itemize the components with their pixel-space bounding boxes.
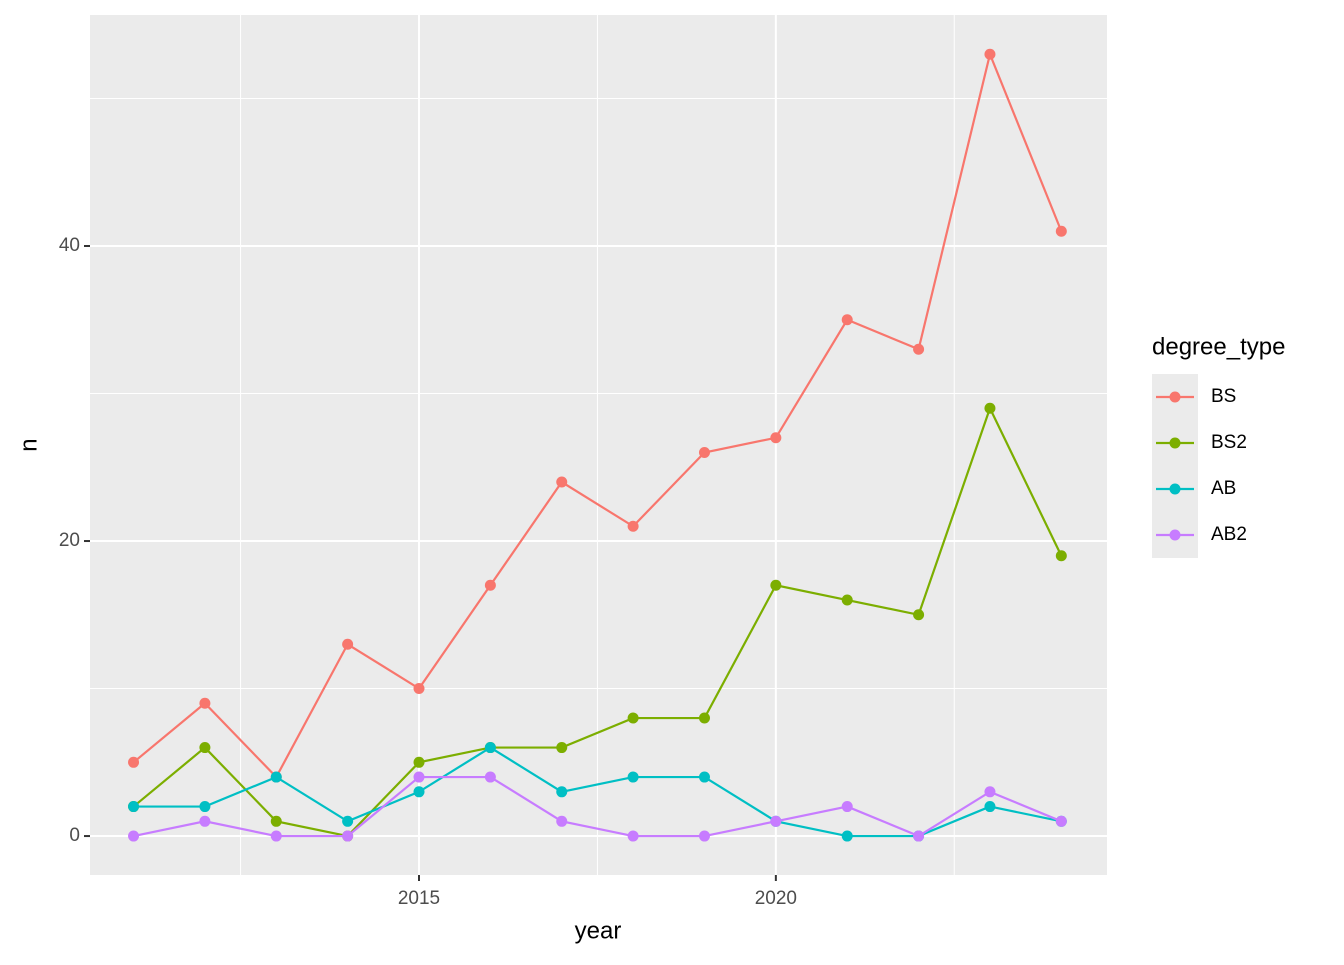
data-point xyxy=(484,742,496,754)
x-tick-label: 2020 xyxy=(755,888,797,909)
data-point xyxy=(913,830,925,842)
data-point xyxy=(627,712,639,724)
data-point xyxy=(627,830,639,842)
y-tick-label: 0 xyxy=(69,825,80,846)
data-point xyxy=(841,830,853,842)
data-point xyxy=(342,815,354,827)
data-point xyxy=(698,830,710,842)
series-line xyxy=(133,746,1062,838)
data-point xyxy=(199,815,211,827)
data-point xyxy=(556,476,568,488)
data-point xyxy=(841,801,853,813)
legend-label: BS2 xyxy=(1211,432,1247,453)
data-point xyxy=(413,756,425,768)
data-point xyxy=(841,594,853,606)
data-point xyxy=(342,638,354,650)
data-point xyxy=(698,447,710,459)
data-point xyxy=(556,786,568,798)
data-point xyxy=(342,830,354,842)
y-axis-title: n xyxy=(15,438,42,451)
x-tick-label: 2015 xyxy=(398,888,440,909)
legend-point xyxy=(1169,437,1181,449)
data-point xyxy=(413,771,425,783)
data-point xyxy=(841,314,853,326)
data-point xyxy=(128,756,140,768)
data-point xyxy=(770,432,782,444)
data-point xyxy=(556,815,568,827)
data-point xyxy=(484,579,496,591)
legend-point xyxy=(1169,529,1181,541)
data-point xyxy=(270,830,282,842)
legend-label: BS xyxy=(1211,386,1236,407)
data-point xyxy=(270,771,282,783)
data-point xyxy=(1055,550,1067,562)
legend-label: AB xyxy=(1211,478,1236,499)
data-point xyxy=(984,48,996,60)
data-point xyxy=(984,786,996,798)
legend-label: AB2 xyxy=(1211,524,1247,545)
data-point xyxy=(270,815,282,827)
legend-title: degree_type xyxy=(1152,333,1285,360)
data-point xyxy=(199,697,211,709)
data-point xyxy=(627,520,639,532)
data-point xyxy=(199,742,211,754)
legend-point xyxy=(1169,391,1181,403)
data-point xyxy=(128,830,140,842)
data-point xyxy=(913,343,925,355)
data-point xyxy=(984,402,996,414)
data-point xyxy=(413,683,425,695)
data-point xyxy=(627,771,639,783)
data-point xyxy=(1055,225,1067,237)
data-point xyxy=(770,579,782,591)
data-point xyxy=(1055,815,1067,827)
y-tick-label: 20 xyxy=(59,530,80,551)
data-point xyxy=(413,786,425,798)
data-point xyxy=(984,801,996,813)
x-axis-title: year xyxy=(575,917,622,944)
series-line xyxy=(132,50,1063,779)
data-point xyxy=(556,742,568,754)
data-point xyxy=(199,801,211,813)
series-line xyxy=(133,775,1062,838)
data-point xyxy=(484,771,496,783)
y-tick-label: 40 xyxy=(59,235,80,256)
data-point xyxy=(913,609,925,621)
series-line xyxy=(132,405,1063,838)
data-point xyxy=(698,712,710,724)
data-point xyxy=(128,801,140,813)
data-point xyxy=(698,771,710,783)
data-point xyxy=(770,815,782,827)
legend-point xyxy=(1169,483,1181,495)
